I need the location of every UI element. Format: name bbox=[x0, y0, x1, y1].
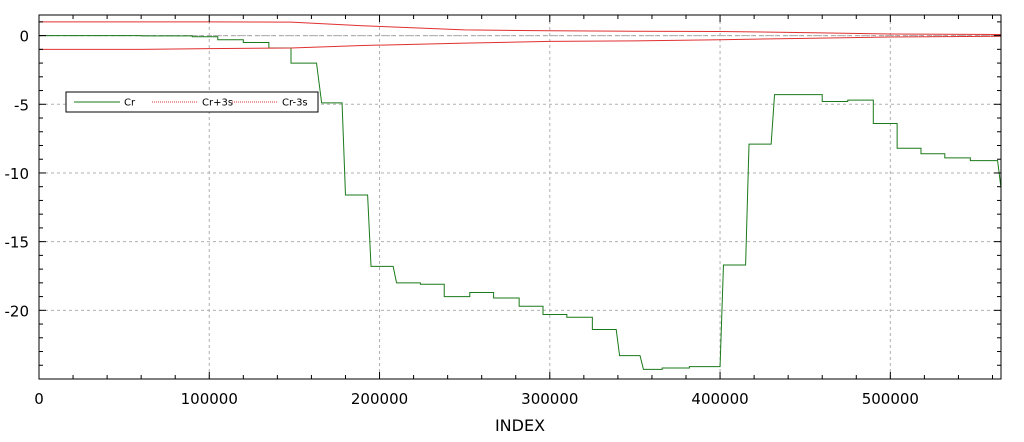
plot-frame bbox=[38, 14, 1002, 380]
y-tick-label: -15 bbox=[5, 234, 30, 252]
axis-ticks bbox=[38, 15, 1001, 379]
y-tick-labels: 0 -5 -10 -15 -20 bbox=[5, 28, 30, 321]
y-tick-label: -5 bbox=[14, 96, 29, 114]
grid-lines bbox=[39, 15, 1001, 379]
x-tick-label: 400000 bbox=[691, 390, 748, 408]
legend-label: Cr bbox=[124, 98, 136, 109]
y-tick-label: 0 bbox=[19, 28, 29, 46]
x-tick-label: 0 bbox=[34, 390, 44, 408]
y-tick-label: -10 bbox=[5, 165, 30, 183]
legend-label: Cr-3s bbox=[282, 98, 308, 109]
x-tick-label: 200000 bbox=[351, 390, 408, 408]
x-tick-label: 100000 bbox=[181, 390, 238, 408]
x-tick-labels: 0 100000 200000 300000 400000 500000 bbox=[34, 390, 919, 408]
x-axis-title: INDEX bbox=[495, 416, 545, 435]
x-tick-label: 500000 bbox=[862, 390, 919, 408]
series-layer bbox=[39, 21, 1002, 370]
series-line-cr-3s bbox=[39, 35, 1002, 50]
legend-label: Cr+3s bbox=[202, 98, 233, 109]
x-tick-label: 300000 bbox=[521, 390, 578, 408]
plot-area bbox=[39, 21, 1002, 370]
legend-items: Cr Cr+3s Cr-3s bbox=[74, 98, 308, 109]
y-tick-label: -20 bbox=[5, 302, 30, 320]
series-line-cr-3s bbox=[39, 21, 1002, 35]
legend: Cr Cr+3s Cr-3s bbox=[65, 91, 319, 113]
series-line-cr bbox=[39, 35, 1002, 370]
